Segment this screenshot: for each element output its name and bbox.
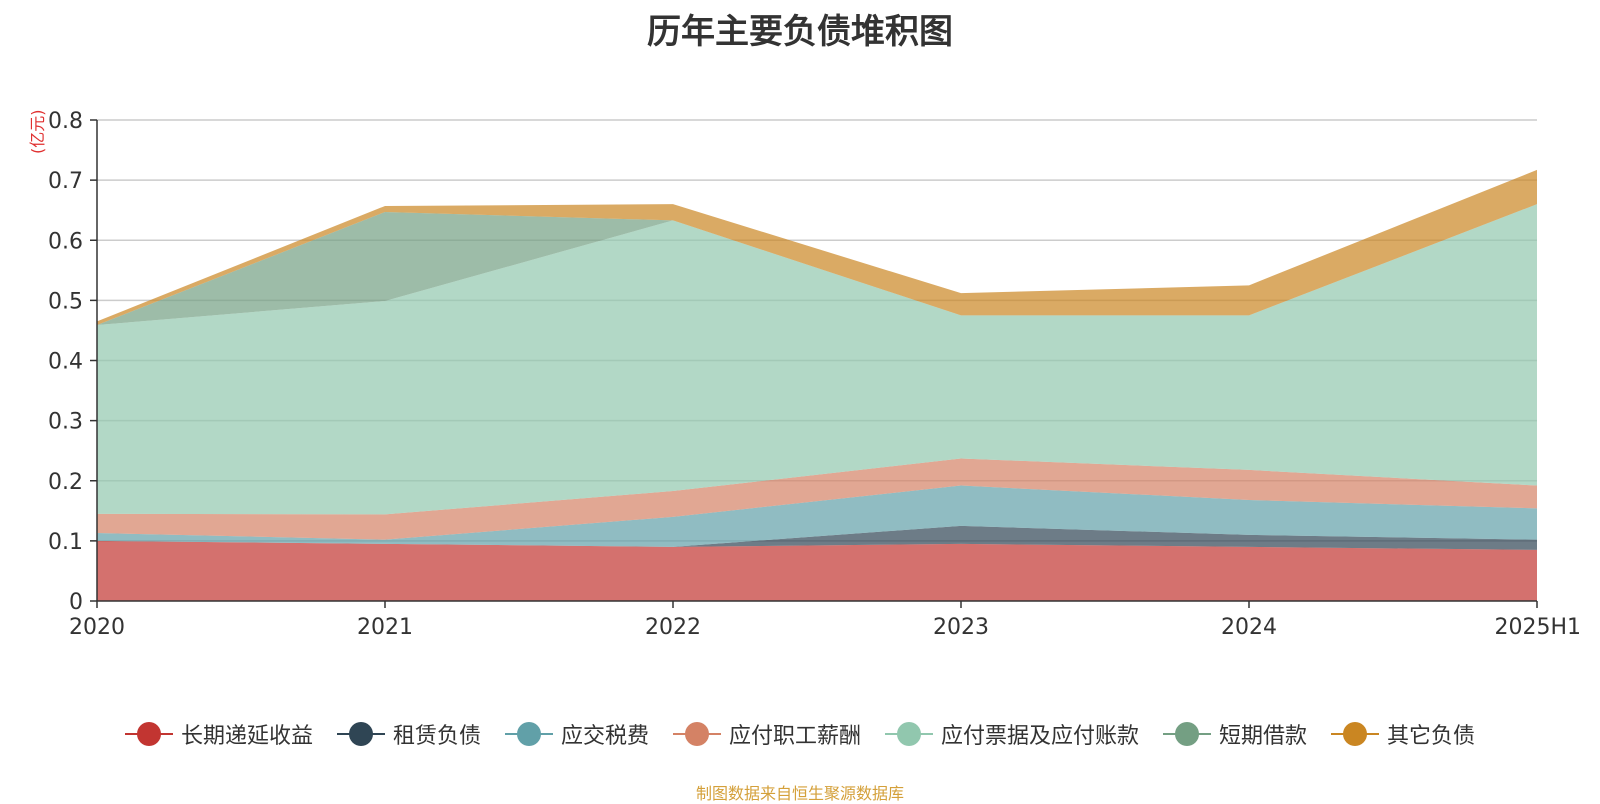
legend-marker-icon	[1331, 722, 1380, 746]
area-series-2	[97, 485, 1537, 547]
y-axis-unit-label: (亿元)	[28, 109, 47, 155]
area-series-0	[97, 540, 1537, 601]
x-tick-label: 2020	[69, 615, 125, 640]
chart-title: 历年主要负债堆积图	[647, 12, 953, 52]
legend-label: 其它负债	[1387, 724, 1476, 749]
x-tick-label: 2024	[1221, 615, 1277, 640]
y-tick-label: 0	[69, 590, 83, 615]
legend-item[interactable]: 应付票据及应付账款	[885, 718, 1139, 750]
legend-item[interactable]: 短期借款	[1163, 718, 1307, 750]
legend-item[interactable]: 租赁负债	[336, 718, 481, 750]
area-series-1	[97, 525, 1537, 550]
y-tick-label: 0.2	[48, 470, 83, 495]
area-series	[97, 169, 1537, 601]
area-series-6	[97, 169, 1537, 326]
y-tick-label: 0.7	[48, 169, 83, 194]
y-tick-label: 0.8	[48, 109, 83, 134]
legend-marker-icon	[504, 722, 553, 746]
legend-item[interactable]: 长期递延收益	[124, 718, 313, 750]
legend-label: 应付职工薪酬	[728, 724, 861, 749]
legend-marker-icon	[1163, 722, 1212, 746]
area-series-5	[97, 204, 1537, 326]
legend-marker-icon	[885, 722, 933, 746]
source-note: 制图数据来自恒生聚源数据库	[695, 784, 904, 803]
legend-marker-icon	[336, 722, 385, 746]
legend-label: 短期借款	[1219, 724, 1308, 749]
legend-marker-icon	[124, 722, 173, 746]
legend-label: 长期递延收益	[180, 724, 313, 749]
legend-item[interactable]: 应交税费	[504, 718, 649, 750]
y-tick-label: 0.4	[48, 350, 83, 375]
x-tick-label: 2021	[357, 615, 413, 640]
area-series-4	[97, 204, 1537, 515]
y-tick-labels: 0 0.1 0.2 0.3 0.4 0.5 0.6 0.7 0.8	[48, 109, 97, 615]
y-tick-label: 0.3	[48, 410, 83, 435]
x-tick-labels: 2020 2021 2022 2023 2024 2025H1	[69, 601, 1581, 640]
legend-label: 应交税费	[560, 724, 649, 749]
y-tick-label: 0.5	[48, 289, 83, 314]
y-tick-label: 0.6	[48, 229, 83, 254]
legend: 长期递延收益 租赁负债 应交税费 应付职工薪酬 应付票据及应付账款 短期借款 其它负债	[0, 718, 1600, 750]
area-series-3	[97, 458, 1537, 540]
y-tick-label: 0.1	[48, 530, 83, 555]
legend-item[interactable]: 其它负债	[1331, 718, 1475, 750]
legend-label: 应付票据及应付账款	[941, 724, 1140, 749]
legend-label: 租赁负债	[392, 724, 481, 749]
legend-item[interactable]: 应付职工薪酬	[672, 718, 861, 750]
x-tick-label: 2025H1	[1494, 615, 1581, 640]
x-tick-label: 2023	[933, 615, 989, 640]
legend-marker-icon	[672, 722, 721, 746]
x-tick-label: 2022	[645, 615, 701, 640]
